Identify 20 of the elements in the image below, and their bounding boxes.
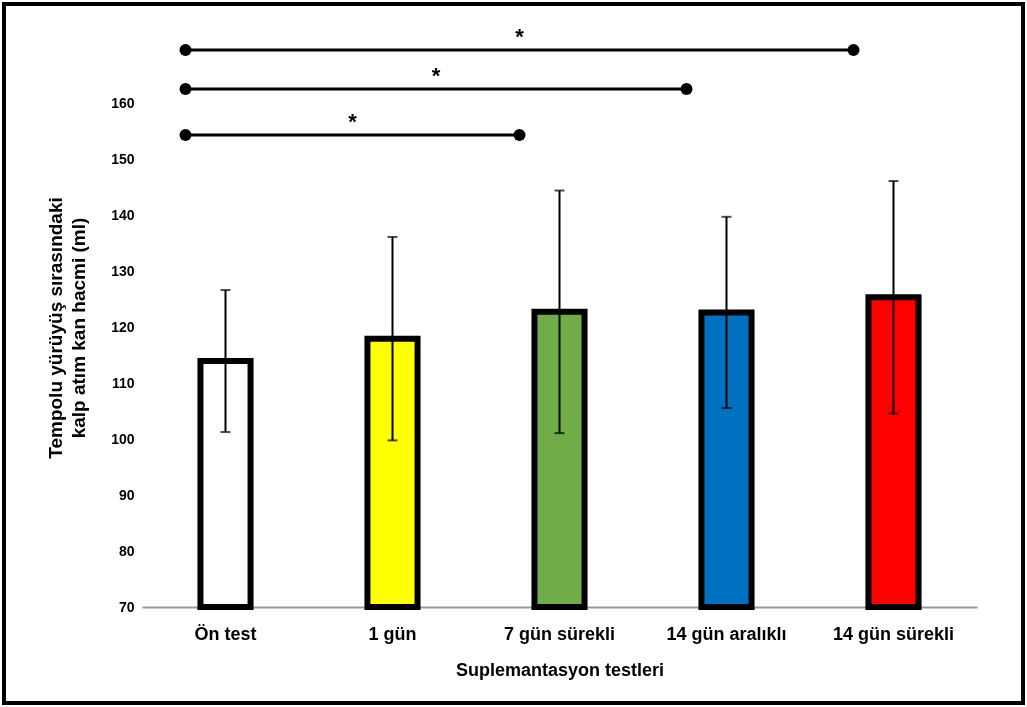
x-tick-label: Ön test (194, 623, 257, 644)
annotation: * (348, 109, 358, 134)
x-tick-label: 7 gün sürekli (503, 623, 616, 644)
x-tick-label: 14 gün aralıklı (666, 623, 787, 644)
y-axis-title: Tempolu yürüyüş sırasındaki kalp atım kan hacmi (ml) (45, 197, 90, 459)
x-tick-label: 14 gün sürekli (832, 623, 955, 644)
y-tick-label: 80 (118, 542, 135, 559)
text: * (515, 24, 525, 49)
y-tick-label: 120 (111, 319, 135, 335)
y-tick-label: 140 (111, 207, 135, 224)
x-axis-title: Suplemantasyon testleri (455, 659, 665, 680)
x-tick-label: 1 gün (368, 623, 417, 644)
y-tick-label: 160 (111, 95, 135, 112)
y-tick-label: 150 (111, 151, 135, 168)
y-tick-label: 90 (118, 486, 135, 503)
y-tick-label: 100 (111, 430, 135, 447)
y-tick-label: 70 (118, 598, 135, 615)
y-tick-label: 110 (111, 374, 135, 391)
y-tick-label: 130 (111, 263, 135, 280)
annotation: * (431, 63, 441, 88)
